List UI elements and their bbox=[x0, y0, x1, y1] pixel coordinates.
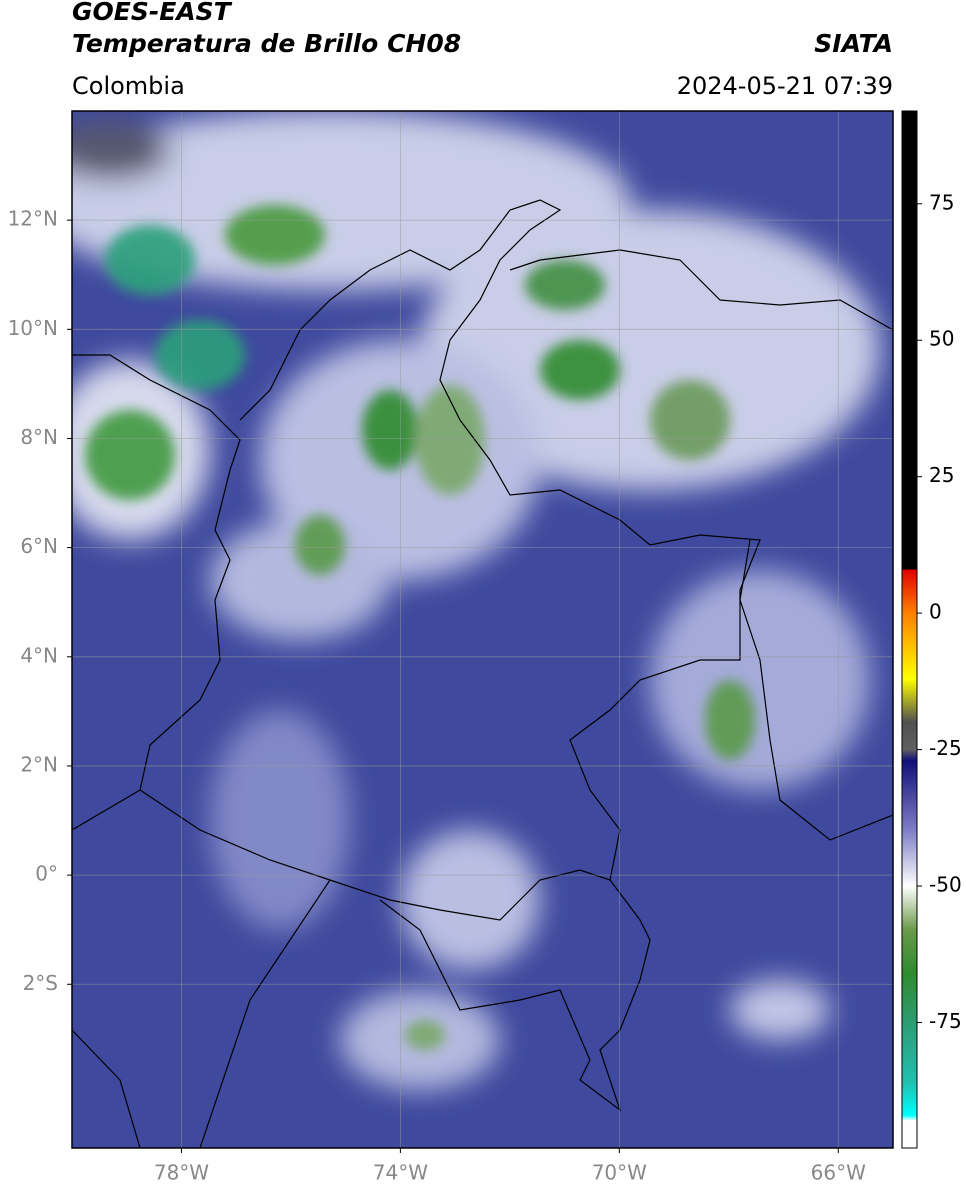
lon-tick-label: 70°W bbox=[592, 1161, 647, 1185]
map-frame bbox=[71, 110, 894, 1149]
colorbar-tick-label: -75 bbox=[929, 1009, 962, 1033]
satellite-image bbox=[72, 111, 893, 1148]
lat-tick-label: 12°N bbox=[8, 207, 58, 231]
lat-tick-label: 2°N bbox=[20, 752, 58, 776]
subtitle: Temperatura de Brillo CH08 bbox=[72, 29, 461, 58]
source: SIATA bbox=[814, 29, 893, 58]
region: Colombia bbox=[72, 72, 185, 100]
colorbar-tick-label: 50 bbox=[929, 327, 954, 351]
colorbar bbox=[901, 110, 918, 1149]
colorbar-tick-label: 75 bbox=[929, 190, 954, 214]
borders bbox=[72, 199, 893, 1148]
title: GOES-EAST bbox=[72, 0, 233, 26]
lat-tick-label: 0° bbox=[35, 862, 58, 886]
lon-tick-label: 74°W bbox=[373, 1161, 428, 1185]
datetime: 2024-05-21 07:39 bbox=[677, 72, 893, 100]
lat-tick-label: 2°S bbox=[23, 971, 58, 995]
colorbar-tick-label: 25 bbox=[929, 463, 954, 487]
colorbar-tick-label: 0 bbox=[929, 600, 942, 624]
colorbar-tick-label: -25 bbox=[929, 736, 962, 760]
lat-tick-label: 10°N bbox=[8, 316, 58, 340]
lat-tick-label: 6°N bbox=[20, 534, 58, 558]
lat-tick-label: 8°N bbox=[20, 425, 58, 449]
colorbar-tick-label: -50 bbox=[929, 873, 962, 897]
lon-tick-label: 66°W bbox=[811, 1161, 866, 1185]
grid bbox=[72, 111, 893, 1148]
lat-tick-label: 4°N bbox=[20, 643, 58, 667]
lon-tick-label: 78°W bbox=[154, 1161, 209, 1185]
